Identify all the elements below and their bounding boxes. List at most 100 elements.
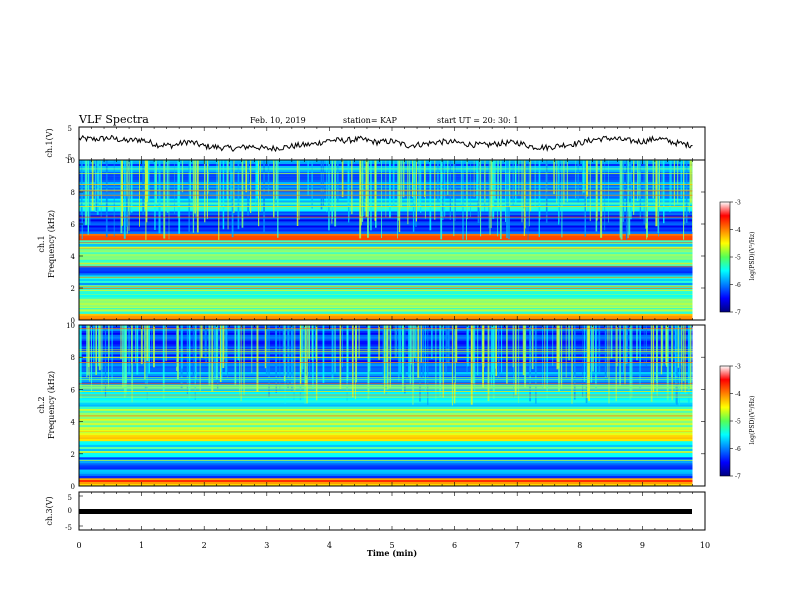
ch2-spec-streak (125, 325, 127, 383)
ch1-spec-streak (365, 160, 368, 217)
ch2-spec-streak (334, 325, 336, 373)
ch2-spec-band (79, 463, 693, 466)
ch1-spec-streak (389, 160, 391, 218)
ch1-spec-streak (155, 160, 157, 204)
ch2-spec-streak (453, 325, 455, 383)
ch1-spec-streak (673, 160, 675, 206)
ch2-spec-streak (87, 325, 90, 367)
ch1-spec-streak (556, 160, 558, 203)
ch3-ytick-bottom: -5 (65, 524, 72, 532)
ch2-spec-band (79, 404, 693, 407)
ch2-spec-streak (215, 325, 218, 380)
ch2-spec-blank (692, 325, 705, 486)
ch2-spec-band (79, 406, 693, 409)
colorbar-tick-label: -5 (735, 255, 741, 262)
ch1-spec-streak (400, 160, 402, 208)
ch1-spec-streak (494, 160, 496, 201)
ch1-spec-streak (142, 160, 145, 215)
ch2-spec-streak (531, 325, 534, 370)
ch1-spec-line (79, 286, 693, 288)
ch1-spec-band (79, 281, 693, 284)
ch1-spec-streak (412, 160, 415, 199)
ch1-spec-streak (147, 160, 148, 202)
ch2-spec-line (79, 328, 693, 330)
ch2-spec-band (79, 408, 693, 411)
ch1-spec-streak (177, 160, 179, 205)
ch1-spec-streak (453, 160, 455, 237)
ch2-spec-streak (447, 325, 450, 366)
ch2-spec-streak (619, 325, 621, 386)
ch1-spec-line (79, 168, 693, 170)
ch1-spec-streak (255, 160, 257, 207)
ch2-spec-streak (394, 325, 396, 358)
ch3-waveform-line (79, 509, 692, 514)
ch1-spec-band (79, 315, 693, 319)
ch2-spec-streak (306, 325, 308, 404)
time-tick-label: 7 (515, 541, 520, 550)
ch1-spec-streak (484, 160, 486, 212)
ch1-spec-streak (625, 160, 628, 240)
ch2-spec-streak (144, 325, 147, 389)
ch2-spec-streak (412, 325, 414, 405)
ch2-spec-streak (305, 325, 307, 386)
ch2-spec-streak (571, 325, 573, 404)
ch2-spec-streak (282, 325, 285, 364)
ch1-spec-band (79, 286, 693, 290)
ch2-spec-streak (422, 325, 425, 380)
ch2-spec-streak (607, 325, 608, 378)
ch1-spec-streak (347, 160, 350, 206)
ch2-spec-band (79, 427, 693, 430)
ch1-spec-streak (585, 160, 587, 211)
ch1-spec-line (79, 190, 693, 192)
ch1-spec-line (79, 293, 693, 295)
ch2-spec-streak (186, 325, 188, 394)
time-tick-label: 6 (452, 541, 457, 550)
ch1-spec-streak (670, 160, 672, 202)
ch2-spec-streak (498, 325, 500, 381)
ch2-spec-line (79, 383, 693, 385)
ch2-spec-streak (86, 325, 88, 378)
ch1-spectrogram-image (79, 160, 705, 321)
ch1-spec-streak (218, 160, 220, 240)
ch2-spec-streak (346, 325, 349, 381)
ch1-spec-streak (195, 160, 197, 217)
ch1-spec-streak (407, 160, 409, 225)
ch1-spec-band (79, 277, 693, 280)
ch1-spec-streak (100, 160, 102, 217)
ch2-spec-streak (386, 325, 388, 363)
ch2-spec-line (79, 419, 693, 420)
ch1-spec-streak (247, 160, 249, 216)
ch1-spec-streak (528, 160, 530, 227)
ch1-spec-streak (207, 160, 210, 194)
ch2-spec-streak (369, 325, 371, 372)
ch1-spec-streak (553, 160, 555, 195)
ch2-spec-streak (683, 325, 685, 381)
ch1-spec-streak (181, 160, 184, 193)
ch1-spec-streak (595, 160, 598, 232)
ch1-spec-streak (367, 160, 369, 238)
ch2-spec-streak (424, 325, 426, 396)
ch1-spec-streak (477, 160, 480, 223)
colorbar-tick-label: -7 (735, 310, 741, 317)
ch1-spec-streak (620, 160, 623, 240)
ch2-spec-streak (565, 325, 567, 378)
ch2-spectrogram-panel: 0 2 4 6 8 10 ch.2 Frequency (kHz) (37, 322, 706, 491)
ch1-channel-label: ch.1 (37, 235, 46, 252)
ch1-spec-streak (194, 160, 196, 214)
ch1-spec-band (79, 231, 693, 234)
ch2-spec-streak (283, 325, 285, 376)
ch1-spec-streak (489, 160, 491, 235)
ch2-spec-streak (604, 325, 607, 382)
ch2-spec-streak (676, 325, 678, 405)
ch1-spec-band (79, 294, 693, 298)
ch2-spec-streak (131, 325, 133, 403)
ch1-colorbar-gradient (719, 201, 731, 313)
ch1-spec-streak (230, 160, 232, 201)
ch1-spec-streak (250, 160, 252, 213)
ch1-spec-band (79, 244, 693, 247)
ch1-spec-band (79, 217, 693, 220)
ch2-spec-line (79, 385, 693, 386)
ch1-spec-streak (121, 160, 123, 226)
ch1-spec-line (79, 202, 693, 204)
ch2-spec-streak (552, 325, 554, 366)
